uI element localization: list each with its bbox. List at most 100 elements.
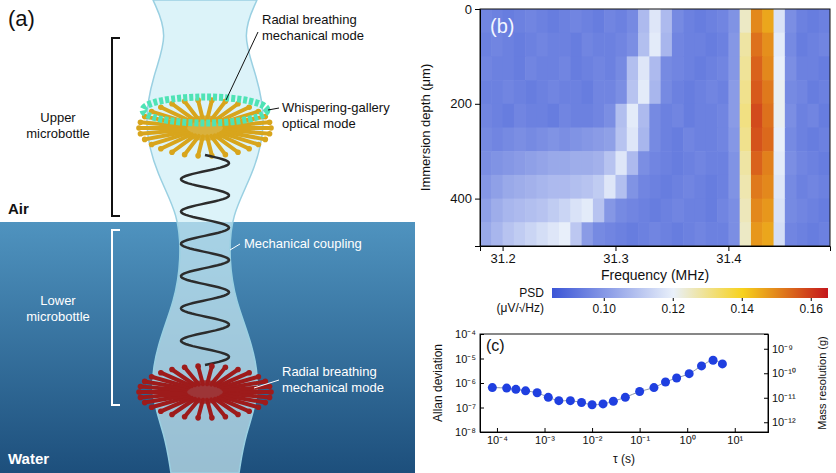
- heatmap-cell: [672, 151, 684, 175]
- heatmap-cell: [638, 199, 650, 223]
- lower-mode-spike-tip: [169, 367, 175, 373]
- lower-mode-spike-tip: [267, 384, 273, 390]
- heatmap-cell: [672, 80, 684, 104]
- heatmap-cell: [491, 175, 503, 199]
- heatmap-cell: [514, 199, 526, 223]
- heatmap-cell: [638, 175, 650, 199]
- heatmap-cell: [785, 222, 797, 246]
- heatmap-cell: [683, 128, 695, 152]
- lower-mode-spike-tip: [195, 415, 201, 421]
- colorbar-tick-label: 0.16: [800, 302, 824, 316]
- heatmap-cell: [570, 151, 582, 175]
- heatmap-cell: [480, 199, 492, 223]
- heatmap-cell: [536, 9, 548, 33]
- heatmap-cell: [615, 56, 627, 80]
- heatmap-cell: [548, 104, 560, 128]
- heatmap-cell: [615, 222, 627, 246]
- heatmap-cell: [706, 128, 718, 152]
- x-tick-label: 10¹: [727, 434, 743, 446]
- heatmap-cell: [796, 151, 808, 175]
- heatmap-cell: [683, 33, 695, 57]
- colorbar-units: (μV/√Hz): [497, 301, 545, 315]
- heatmap-cell: [695, 33, 707, 57]
- heatmap-cell: [785, 151, 797, 175]
- y-axis-line: [475, 10, 481, 247]
- upper-mode-spike-tip: [223, 152, 229, 158]
- x-axis-title: τ (s): [613, 452, 635, 466]
- upper-mode-spike-tip: [158, 104, 164, 110]
- heatmap-cell: [751, 80, 763, 104]
- text-line: optical mode: [282, 116, 356, 131]
- heatmap-cell: [661, 9, 673, 33]
- heatmap-cell: [503, 80, 515, 104]
- heatmap-cell: [536, 80, 548, 104]
- upper-mode-spike: [211, 136, 225, 155]
- y-tick-label: 10⁻⁷: [456, 402, 476, 414]
- heatmap-cell: [672, 199, 684, 223]
- heatmap-cell: [559, 222, 571, 246]
- y-tick-label: 0: [465, 2, 472, 17]
- heatmap-cell: [582, 80, 594, 104]
- lower-mode-spike-tip: [149, 404, 155, 410]
- data-point: [635, 387, 644, 396]
- heatmap-cell: [570, 222, 582, 246]
- heatmap-cell: [672, 9, 684, 33]
- y-tick: 10⁻⁶: [455, 377, 484, 389]
- callout-label: Whispering-galleryoptical mode: [282, 100, 390, 131]
- heatmap-cell: [785, 104, 797, 128]
- heatmap-cell: [762, 104, 774, 128]
- x-axis: 10⁻⁴10⁻³10⁻²10⁻¹10⁰10¹: [481, 428, 769, 446]
- upper-mode-spike: [185, 101, 199, 120]
- y-tick: 10⁻⁷: [456, 402, 484, 414]
- heatmap-cell: [548, 56, 560, 80]
- heatmap-cell: [649, 128, 661, 152]
- heatmap-cell: [740, 9, 752, 33]
- heatmap-cell: [525, 33, 537, 57]
- x-tick-mark: [592, 428, 593, 432]
- colorbar-tick: 0.16: [800, 298, 824, 316]
- heatmap-cell: [717, 175, 729, 199]
- lower-mode-spike-tip: [182, 414, 188, 420]
- heatmap-cell: [615, 33, 627, 57]
- heatmap-cell: [582, 199, 594, 223]
- upper-mode-spike-tip: [235, 149, 241, 155]
- x-axis-title: Frequency (MHz): [601, 267, 709, 283]
- y-tick-label: 10⁻⁶: [455, 377, 476, 389]
- heatmap-cell: [740, 128, 752, 152]
- heatmap-cell: [807, 199, 819, 223]
- heatmap-cell: [638, 33, 650, 57]
- y2-tick-mark: [764, 349, 768, 350]
- heatmap-cell: [627, 80, 639, 104]
- y2-tick: 10⁻¹²: [764, 416, 796, 428]
- y-tick: 10⁻⁵: [455, 353, 484, 365]
- heatmap-cell: [661, 104, 673, 128]
- heatmap-cell: [536, 175, 548, 199]
- heatmap-cell: [525, 199, 537, 223]
- heatmap-cell: [604, 199, 616, 223]
- upper-mode-spike-tip: [149, 142, 155, 148]
- heatmap-cell: [615, 199, 627, 223]
- heatmap-cell: [774, 128, 786, 152]
- heatmap-cell: [559, 199, 571, 223]
- heatmap-cell: [525, 128, 537, 152]
- heatmap-cell: [649, 175, 661, 199]
- optical-mode: [143, 97, 267, 123]
- heatmap-cell: [503, 175, 515, 199]
- heatmap-cell: [728, 33, 740, 57]
- x-tick-label: 10⁻²: [583, 434, 603, 446]
- heatmap-cell: [503, 151, 515, 175]
- lower-mode-spike-tip: [142, 379, 148, 385]
- heatmap-cell: [627, 56, 639, 80]
- text-line: mechanical mode: [282, 380, 384, 395]
- heatmap-cell: [796, 199, 808, 223]
- leader-line: [254, 380, 279, 388]
- colorbar-tick: 0.10: [593, 298, 617, 316]
- heatmap-cell: [514, 104, 526, 128]
- heatmap-cell: [525, 80, 537, 104]
- lower-mode-spike-tip: [256, 374, 262, 380]
- heatmap-cell: [740, 175, 752, 199]
- heatmap-cell: [728, 56, 740, 80]
- heatmap-cell: [649, 222, 661, 246]
- region-label: Water: [8, 450, 49, 467]
- y-tick-mark: [480, 408, 484, 409]
